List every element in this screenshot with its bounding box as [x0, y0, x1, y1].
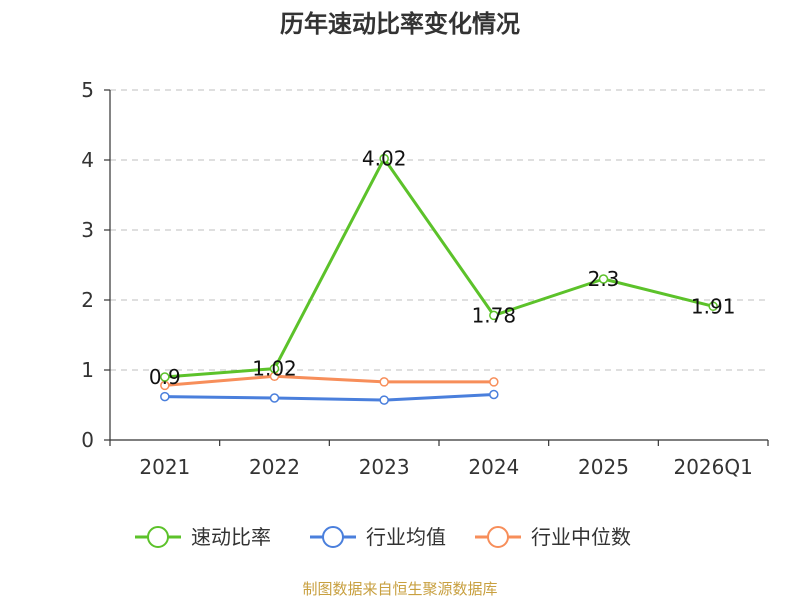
legend-label: 行业均值 [366, 525, 446, 549]
series-point [489, 310, 499, 321]
data-label: 1.02 [252, 357, 297, 381]
source-note: 制图数据来自恒生聚源数据库 [302, 580, 497, 598]
series-line [164, 393, 494, 402]
x-tick-label: 2024 [468, 455, 519, 479]
series-point [160, 391, 170, 402]
x-tick-label: 2025 [578, 455, 629, 479]
x-tick-label: 2023 [359, 455, 410, 479]
series-point [489, 377, 499, 387]
data-label: 2.3 [588, 267, 620, 291]
series-point [160, 372, 170, 382]
legend-marker [147, 526, 169, 548]
y-tick-label: 3 [81, 218, 94, 242]
legend-label: 速动比率 [191, 525, 271, 549]
series-point [269, 363, 280, 374]
data-label: 4.02 [362, 147, 407, 171]
legend-label: 行业中位数 [531, 525, 631, 549]
y-tick-label: 0 [81, 428, 94, 452]
legend-marker [487, 526, 509, 548]
data-labels: 0.9 1.02 4.02 1.78 2.3 1.91 [149, 147, 736, 389]
series-point [708, 301, 718, 312]
data-label: 0.9 [149, 365, 181, 389]
y-tick-label: 2 [81, 288, 94, 312]
series-point [379, 395, 389, 405]
legend-marker [322, 526, 344, 548]
series-line [164, 157, 714, 379]
legend: 速动比率 行业均值 行业中位数 [135, 525, 631, 549]
data-label: 1.91 [691, 294, 736, 318]
x-tick-label: 2022 [249, 455, 300, 479]
series-point [489, 389, 499, 400]
axes: 0 1 2 3 4 5 2021 2022 2023 2024 2025 2026Q1 [81, 78, 769, 479]
series-point [269, 393, 280, 403]
grid-lines [110, 89, 768, 371]
series-point [379, 153, 389, 164]
x-tick-label: 2026Q1 [673, 455, 752, 479]
series-point [598, 274, 609, 284]
series-point [379, 377, 389, 387]
y-tick-label: 1 [81, 358, 94, 382]
chart-title: 历年速动比率变化情况 [280, 10, 520, 38]
data-label: 1.78 [472, 303, 517, 327]
series-line [164, 374, 494, 387]
y-tick-label: 4 [81, 148, 94, 172]
series [160, 153, 718, 405]
x-tick-label: 2021 [139, 455, 190, 479]
y-tick-label: 5 [81, 78, 94, 102]
